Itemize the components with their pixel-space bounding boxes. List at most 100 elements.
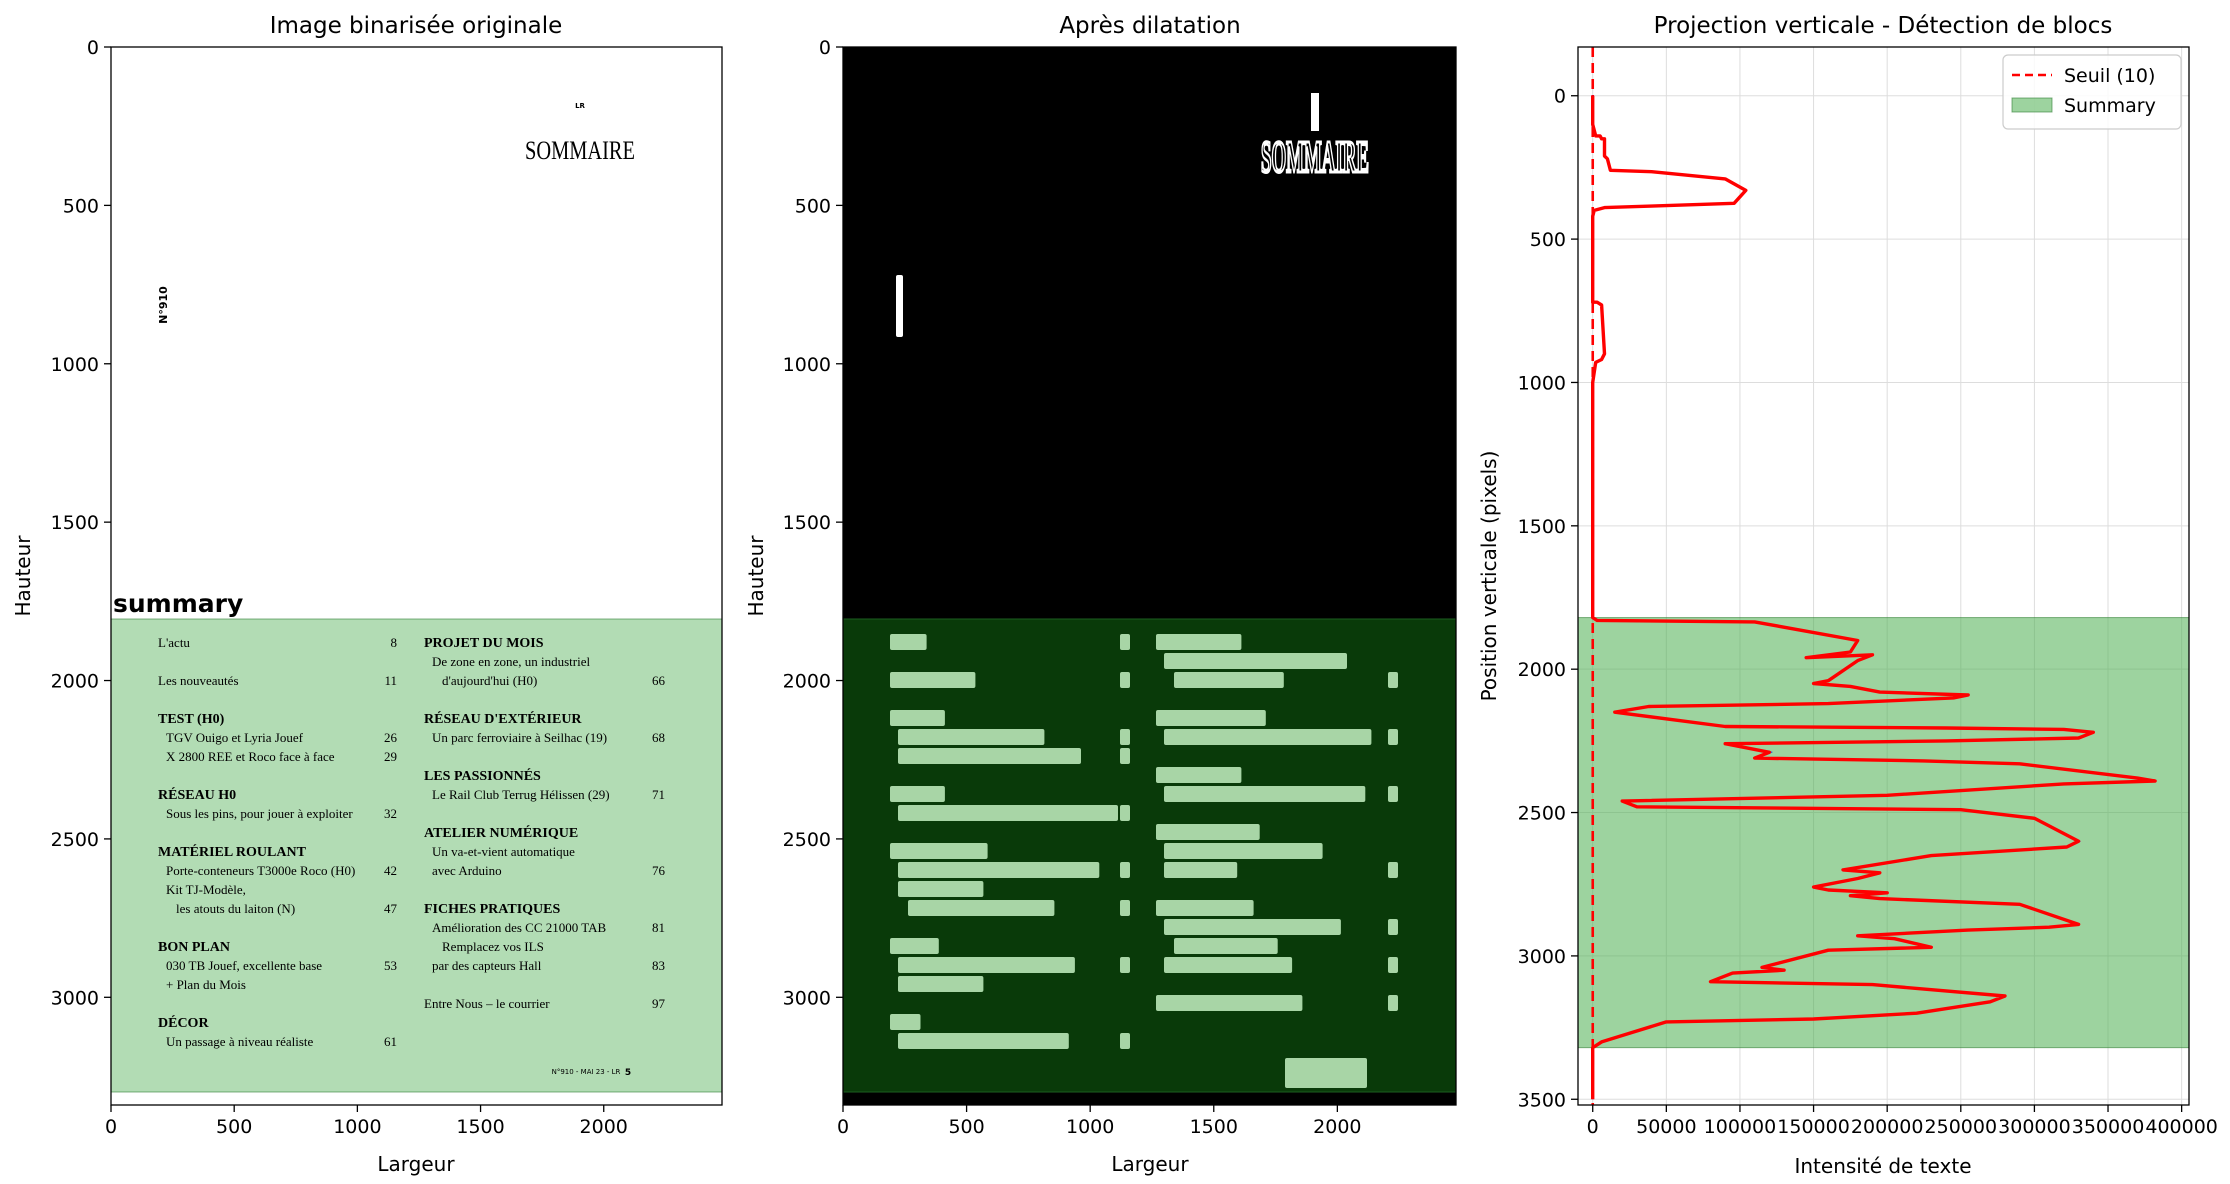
panel-projection-title: Projection verticale - Détection de bloc… — [1654, 13, 2113, 39]
doc-page-number: 5 — [625, 1068, 631, 1078]
panel-projection-xlabel: Intensité de texte — [1794, 1154, 1971, 1178]
toc-page-number: 83 — [652, 958, 665, 973]
x-tick-label: 500 — [948, 1116, 984, 1138]
dilated-line-blob — [898, 729, 1045, 745]
toc-line: ATELIER NUMÉRIQUE — [424, 824, 578, 841]
x-tick-label: 0 — [837, 1116, 849, 1138]
dilated-line-blob — [890, 710, 945, 726]
dilated-line-blob — [1164, 919, 1341, 935]
toc-line: FICHES PRATIQUES — [424, 902, 560, 917]
toc-line: 030 TB Jouef, excellente base — [166, 958, 322, 973]
dilated-page-blob — [1120, 805, 1130, 821]
toc-page-number: 53 — [384, 958, 397, 973]
panel-dilated-frame — [842, 46, 1457, 1106]
toc-page-number: 76 — [652, 863, 666, 878]
dilated-line-blob — [908, 900, 1055, 916]
dilated-line-blob — [1156, 995, 1303, 1011]
dilated-page-blob — [1120, 957, 1130, 973]
dilated-page-blob — [1120, 862, 1130, 878]
y-tick-label: 500 — [795, 195, 831, 217]
toc-page-number: 97 — [652, 996, 666, 1011]
dilated-page-blob — [1388, 862, 1398, 878]
y-tick-label: 1500 — [783, 512, 831, 534]
panel-projection-x-ticks: 0 50000 100000 150000 200000 250000 300000 3500… — [1587, 1105, 2218, 1138]
y-tick-label: 1000 — [51, 354, 99, 376]
dilated-page-blob — [1120, 900, 1130, 916]
dilated-line-blob — [898, 805, 1118, 821]
dilated-line-blob — [1164, 729, 1372, 745]
doc-header-small: LR — [575, 102, 585, 110]
dilated-line-blob — [1164, 843, 1323, 859]
y-tick-label: 0 — [87, 37, 99, 59]
toc-page-number: 42 — [384, 863, 397, 878]
panel-dilated-xlabel: Largeur — [1111, 1152, 1189, 1176]
dilated-line-blob — [1156, 767, 1242, 783]
toc-line: Un passage à niveau réaliste — [166, 1034, 314, 1049]
toc-page-number: 71 — [652, 787, 665, 802]
dilated-blobs: SOMMAIRE — [843, 93, 1456, 1093]
y-tick-label: 2000 — [51, 671, 99, 693]
toc-line: L'actu — [158, 635, 190, 650]
toc-page-number: 47 — [384, 901, 398, 916]
projection-legend: Seuil (10) Summary — [2002, 54, 2182, 130]
toc-line: TGV Ouigo et Lyria Jouef — [166, 730, 304, 745]
x-tick-label: 2000 — [1313, 1116, 1361, 1138]
toc-page-number: 11 — [384, 673, 397, 688]
toc-line: LES PASSIONNÉS — [424, 767, 541, 784]
toc-line: avec Arduino — [432, 863, 502, 878]
panel-original-title: Image binarisée originale — [270, 13, 563, 39]
dilated-title-blob: SOMMAIRE — [1261, 131, 1369, 182]
panel-original-xlabel: Largeur — [377, 1152, 455, 1176]
x-tick-label: 100000 — [1704, 1116, 1777, 1138]
dilated-line-blob — [1164, 957, 1293, 973]
y-tick-label: 500 — [63, 195, 99, 217]
series-smoothed-projection — [1590, 95, 2157, 1100]
dilated-text-blobs — [890, 634, 1398, 1088]
dilated-line-blob — [898, 862, 1100, 878]
toc-page-number: 61 — [384, 1034, 397, 1049]
x-tick-label: 500 — [216, 1116, 252, 1138]
dilated-page-blob — [1388, 919, 1398, 935]
toc-page-number: 29 — [384, 749, 397, 764]
legend-threshold-label: Seuil (10) — [2064, 65, 2155, 87]
legend-block-swatch — [2011, 97, 2053, 113]
panel-original-x-ticks: 0 500 1000 1500 2000 — [105, 1105, 628, 1138]
toc-line: MATÉRIEL ROULANT — [158, 843, 307, 860]
panel-projection-y-ticks: 0 500 1000 1500 2000 2500 3000 3500 — [1518, 86, 1578, 1111]
y-tick-label: 3000 — [1518, 946, 1566, 968]
toc-line: d'aujourd'hui (H0) — [442, 673, 537, 688]
toc-line: Un va-et-vient automatique — [432, 844, 575, 859]
toc-line: RÉSEAU H0 — [158, 786, 236, 803]
y-tick-label: 3500 — [1518, 1089, 1566, 1111]
dilated-line-blob — [1156, 824, 1260, 840]
toc-line: BON PLAN — [158, 940, 230, 955]
toc-page-number: 26 — [384, 730, 398, 745]
dilated-line-blob — [890, 843, 988, 859]
toc-line: Sous les pins, pour jouer à exploiter — [166, 806, 353, 821]
dilated-line-blob — [1174, 938, 1278, 954]
dilated-line-blob — [898, 881, 984, 897]
dilated-line-blob — [1164, 653, 1347, 669]
dilated-line-blob — [1156, 634, 1242, 650]
y-tick-label: 2000 — [783, 671, 831, 693]
x-tick-label: 150000 — [1777, 1116, 1850, 1138]
legend-block-label: Summary — [2064, 95, 2156, 117]
toc-line: PROJET DU MOIS — [424, 636, 544, 651]
panel-projection-ylabel: Position verticale (pixels) — [1477, 451, 1501, 702]
y-tick-label: 1500 — [1518, 516, 1566, 538]
toc-line: + Plan du Mois — [166, 977, 246, 992]
dilated-line-blob — [1174, 672, 1284, 688]
y-tick-label: 2000 — [1518, 659, 1566, 681]
panel-dilated-title: Après dilatation — [1059, 13, 1240, 39]
dilated-header-blob — [1311, 93, 1319, 131]
x-tick-label: 0 — [105, 1116, 117, 1138]
toc-line: Les nouveautés — [158, 673, 239, 688]
x-tick-label: 350000 — [2072, 1116, 2145, 1138]
x-tick-label: 400000 — [2145, 1116, 2218, 1138]
toc-line: Entre Nous – le courrier — [424, 996, 550, 1011]
dilated-line-blob — [1156, 900, 1254, 916]
toc-line: par des capteurs Hall — [432, 958, 542, 973]
toc-line: Remplacez vos ILS — [442, 939, 544, 954]
dilated-line-blob — [898, 976, 984, 992]
panel-dilated-x-ticks: 0 500 1000 1500 2000 — [837, 1105, 1362, 1138]
